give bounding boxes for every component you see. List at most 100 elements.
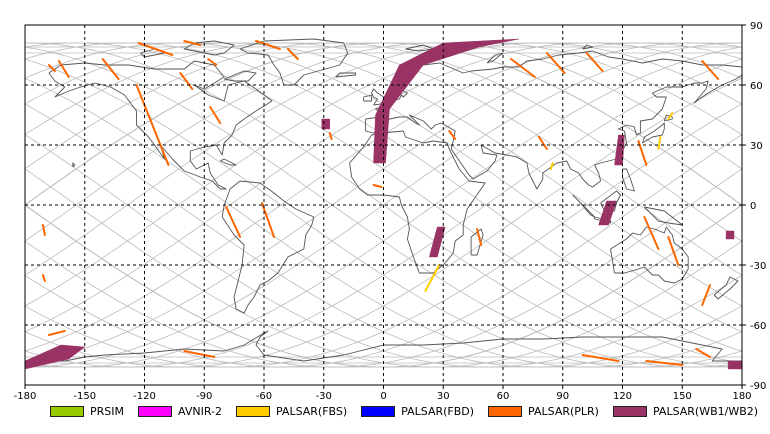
legend-label: PALSAR(FBD) (401, 404, 475, 418)
legend-label: PRSIM (90, 404, 124, 418)
legend-item: PALSAR(PLR) (488, 405, 599, 418)
legend-label: PALSAR(PLR) (528, 404, 599, 418)
coastline (219, 158, 237, 166)
footprint-palsar-wb1-wb2 (725, 230, 735, 240)
footprint-palsar-wb1-wb2 (727, 360, 743, 370)
footprint-palsar-plr (448, 130, 457, 140)
footprint-palsar-plr (135, 84, 170, 166)
y-tick-label: -90 (750, 381, 766, 392)
footprint-palsar-fbs (667, 112, 674, 120)
legend-item: PRSIM (50, 405, 124, 418)
legend-swatch (235, 405, 270, 417)
footprint-palsar-fbs (657, 136, 662, 150)
footprint-palsar-plr (695, 348, 712, 358)
x-tick-label: -180 (14, 391, 37, 402)
coastline (363, 94, 373, 102)
legend-label: PALSAR(WB1/WB2) (652, 404, 759, 418)
footprint-palsar-wb1-wb2 (598, 200, 617, 226)
coastline (183, 40, 235, 56)
footprint-palsar-plr (207, 58, 218, 66)
footprint-palsar-plr (41, 224, 46, 236)
coastline (610, 226, 689, 284)
footprint-palsar-fbs (549, 162, 554, 170)
footprint-palsar-plr (47, 330, 66, 336)
footprint-palsar-plr (225, 206, 242, 238)
legend-swatch (361, 405, 396, 417)
coastlines (24, 38, 743, 375)
footprint-palsar-plr (183, 40, 202, 46)
x-tick-label: -30 (316, 391, 332, 402)
coastline (335, 72, 357, 78)
x-tick-label: 0 (380, 391, 386, 402)
coastline (365, 50, 743, 190)
x-tick-label: 120 (613, 391, 632, 402)
footprint-palsar-plr (328, 132, 333, 140)
footprint-palsar-plr (47, 64, 56, 72)
coastline (663, 114, 673, 122)
coastline (349, 130, 486, 274)
coastline (582, 44, 594, 50)
footprint-palsar-fbs (424, 264, 441, 292)
y-tick-label: -60 (750, 321, 766, 332)
x-tick-label: 90 (556, 391, 569, 402)
footprint-palsar-plr (286, 48, 299, 60)
footprint-palsar-wb1-wb2 (321, 118, 330, 130)
footprint-palsar-plr (57, 60, 70, 78)
footprint-palsar-plr (179, 72, 194, 90)
footprint-palsar-plr (585, 52, 604, 72)
footprint-palsar-plr (667, 236, 680, 266)
legend-swatch (138, 405, 172, 417)
legend-item: PALSAR(WB1/WB2) (612, 404, 759, 418)
footprint-palsar-plr (261, 202, 275, 238)
y-tick-label: 30 (750, 141, 763, 152)
footprint-palsar-plr (41, 274, 46, 282)
footprint-palsar-plr (645, 360, 684, 366)
footprint-palsar-wb1-wb2 (373, 38, 519, 164)
x-tick-label: 60 (497, 391, 510, 402)
footprint-palsar-plr (545, 52, 566, 74)
y-tick-label: 0 (750, 201, 756, 212)
footprint-palsar-plr (209, 106, 222, 124)
coastline (72, 162, 76, 168)
y-tick-label: -30 (750, 261, 766, 272)
coastline (239, 38, 349, 86)
axis-ticks: -180 -150 -120 -90 -60 -30 0 30 60 90 120 150 180 90 6… (14, 21, 767, 402)
legend-swatch (612, 405, 647, 417)
coastline (24, 330, 743, 375)
legend-swatch (488, 405, 523, 417)
legend-item: PALSAR(FBS) (235, 404, 348, 418)
legend: PRSIM AVNIR-2 PALSAR(FBS) PALSAR(FBD) PALSAR… (50, 402, 770, 420)
footprint-palsar-plr (701, 284, 712, 306)
x-tick-label: -60 (256, 391, 272, 402)
coastline (644, 206, 683, 226)
footprint-palsar-plr (581, 354, 620, 362)
orbit-track (24, 58, 743, 368)
legend-label: AVNIR-2 (178, 404, 222, 418)
footprint-palsar-plr (255, 40, 281, 50)
footprint-palsar-plr (643, 216, 660, 250)
coastline (48, 60, 273, 190)
coastline (713, 276, 739, 300)
footprints (24, 38, 743, 370)
y-tick-label: 60 (750, 81, 763, 92)
x-tick-label: -90 (196, 391, 212, 402)
legend-label: PALSAR(FBS) (275, 404, 348, 418)
legend-item: AVNIR-2 (138, 405, 222, 418)
x-tick-label: -150 (73, 391, 96, 402)
coastline (641, 122, 665, 144)
x-tick-label: -120 (133, 391, 156, 402)
footprint-palsar-plr (537, 136, 548, 150)
x-tick-label: 30 (437, 391, 450, 402)
coastline (470, 228, 484, 256)
legend-item: PALSAR(FBD) (361, 405, 474, 418)
footprint-palsar-plr (510, 58, 536, 78)
coastline (486, 52, 504, 64)
footprint-palsar-wb1-wb2 (428, 226, 446, 258)
footprint-palsar-plr (701, 60, 720, 80)
footprint-palsar-plr (183, 350, 216, 358)
x-tick-label: 150 (673, 391, 692, 402)
x-tick-label: 180 (732, 391, 751, 402)
y-tick-label: 90 (750, 21, 763, 32)
footprint-palsar-plr (101, 58, 120, 80)
